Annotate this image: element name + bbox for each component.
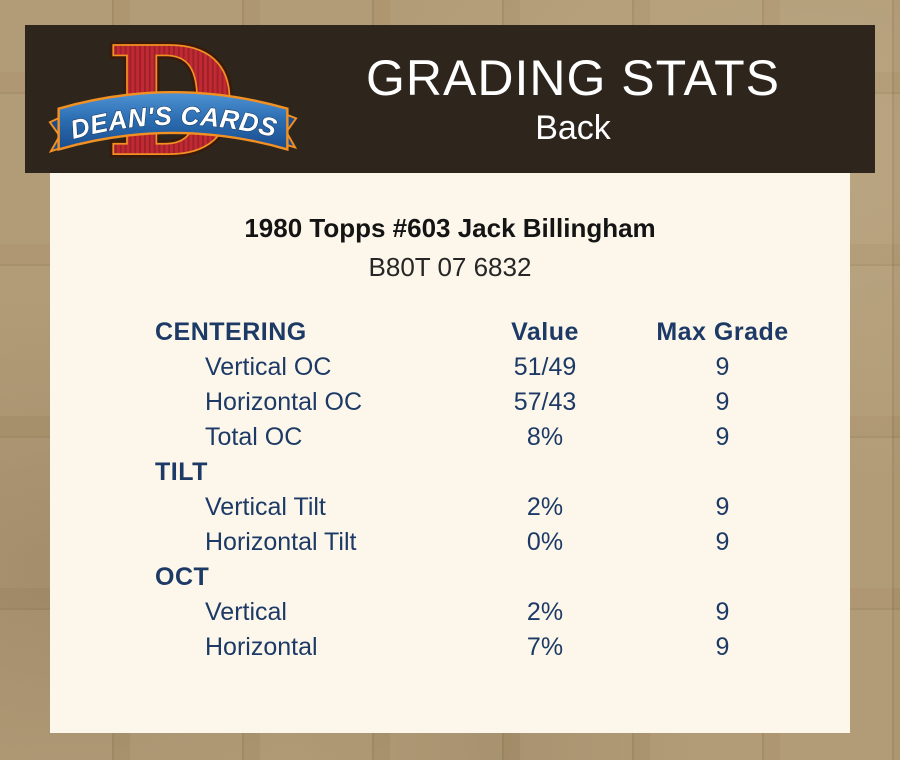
page-title: GRADING STATS: [366, 49, 780, 106]
stat-row: Horizontal Tilt 0% 9: [155, 525, 800, 560]
stat-grade: 9: [715, 493, 730, 521]
stat-value: 51/49: [513, 353, 577, 381]
stat-grade: Max Grade: [656, 318, 789, 346]
stat-value: 57/43: [513, 388, 577, 416]
stat-label: Vertical Tilt: [205, 493, 326, 521]
stat-grade: 9: [715, 633, 730, 661]
stat-grade: 9: [715, 528, 730, 556]
stat-row: Vertical 2% 9: [155, 595, 800, 630]
ribbon-band-icon: [57, 91, 289, 152]
stat-value: 0%: [526, 528, 564, 556]
header-bar: D D DEAN'S CARDS GRADING STATS Back: [25, 11, 875, 193]
stat-grade: 9: [715, 598, 730, 626]
stat-label: Vertical OC: [205, 353, 332, 381]
stats-table: CENTERING Value Max Grade Vertical OC 51/49 9…: [155, 315, 800, 665]
logo-graphic: D D DEAN'S CARDS: [48, 11, 298, 193]
stat-section-row: TILT: [155, 455, 800, 490]
stat-label: OCT: [155, 563, 210, 591]
stat-label: CENTERING: [155, 318, 307, 346]
stat-value: 2%: [526, 493, 564, 521]
stat-grade: 9: [715, 353, 730, 381]
stat-row: Horizontal OC 57/43 9: [155, 385, 800, 420]
stat-row: Vertical Tilt 2% 9: [155, 490, 800, 525]
stat-label: Horizontal OC: [205, 388, 362, 416]
stat-value: 2%: [526, 598, 564, 626]
stat-label: Horizontal: [205, 633, 318, 661]
stat-label: Horizontal Tilt: [205, 528, 357, 556]
stat-value: 8%: [526, 423, 564, 451]
stat-label: Total OC: [205, 423, 303, 451]
deans-cards-logo: D D DEAN'S CARDS: [47, 11, 299, 193]
stat-value: 7%: [526, 633, 564, 661]
header-titles: GRADING STATS Back: [299, 50, 875, 149]
page-subtitle: Back: [535, 108, 611, 147]
card-serial-number: B80T 07 6832: [368, 252, 532, 282]
stat-row: Total OC 8% 9: [155, 420, 800, 455]
stat-row: Horizontal 7% 9: [155, 630, 800, 665]
stat-grade: 9: [715, 423, 730, 451]
stat-label: TILT: [155, 458, 208, 486]
stat-section-row: OCT: [155, 560, 800, 595]
stat-row: Vertical OC 51/49 9: [155, 350, 800, 385]
stat-label: Vertical: [205, 598, 287, 626]
stats-panel: 1980 Topps #603 Jack Billingham B80T 07 …: [50, 173, 850, 733]
stat-grade: 9: [715, 388, 730, 416]
card-title: 1980 Topps #603 Jack Billingham: [244, 213, 656, 243]
stat-header-row: CENTERING Value Max Grade: [155, 315, 800, 350]
stat-value: Value: [511, 318, 579, 346]
